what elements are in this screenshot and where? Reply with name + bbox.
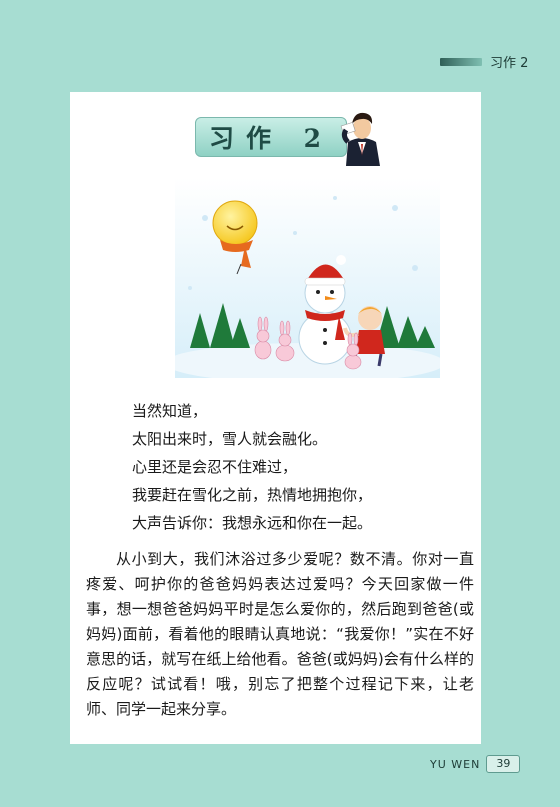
poem: 当然知道， 太阳出来时，雪人就会融化。 心里还是会忍不住难过， 我要赶在雪化之前… — [132, 397, 372, 537]
teacher-illustration — [340, 112, 380, 166]
snowman-illustration — [175, 178, 440, 378]
footer-label: YU WEN — [430, 757, 481, 771]
header-bar — [440, 57, 482, 66]
poem-line: 大声告诉你：我想永远和你在一起。 — [132, 514, 373, 532]
page-footer: YU WEN 39 — [430, 755, 521, 773]
body-paragraph: 从小到大，我们沐浴过多少爱呢？数不清。你对一直疼爱、呵护你的爸爸妈妈表达过爱吗？… — [86, 550, 474, 718]
poem-line: 太阳出来时，雪人就会融化。 — [132, 430, 328, 448]
section-label: 习作 2 — [490, 56, 529, 71]
page-title: 习作 2 — [208, 124, 334, 153]
content-page: 习作 2 — [70, 92, 481, 744]
poem-line: 当然知道， — [132, 402, 208, 420]
section-header: 习作 2 — [440, 52, 528, 71]
page-number: 39 — [486, 755, 521, 773]
title-banner: 习作 2 — [195, 117, 347, 157]
poem-line: 心里还是会忍不住难过， — [132, 458, 298, 476]
poem-line: 我要赶在雪化之前，热情地拥抱你， — [132, 486, 373, 504]
